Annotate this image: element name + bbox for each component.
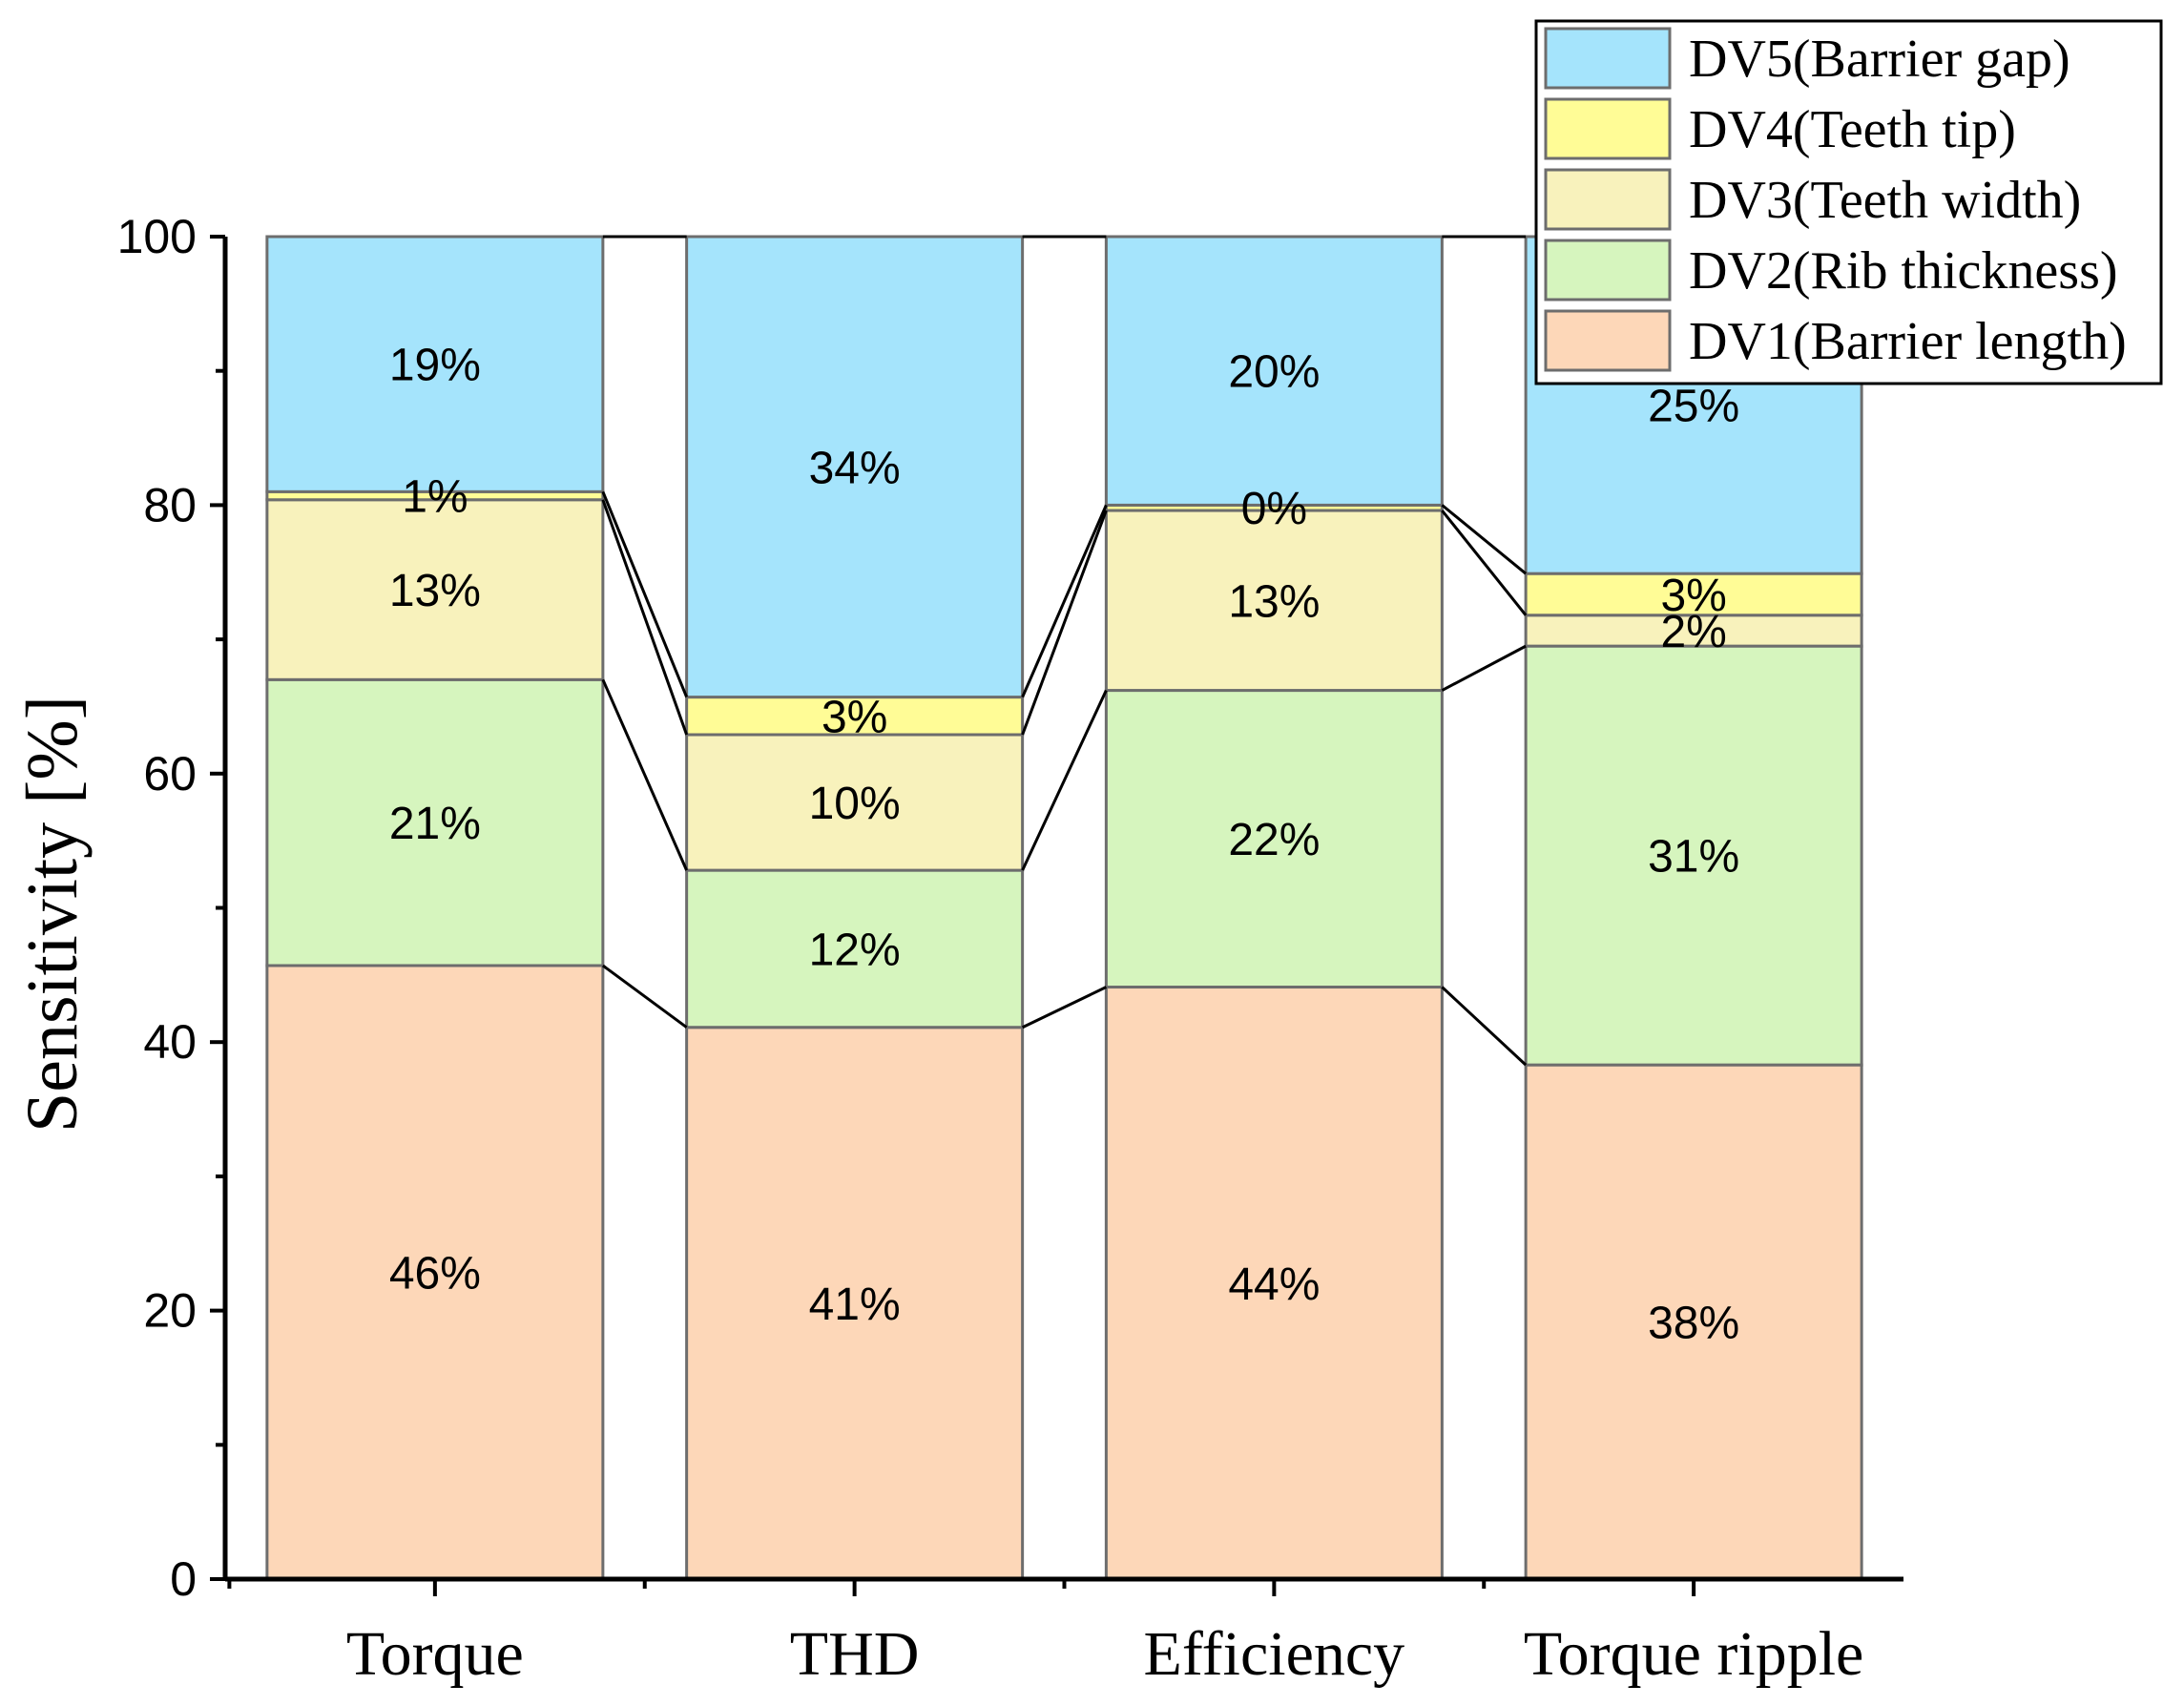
segment-labels-layer: 46% 21% 13% 1% 19% 41% 12% 10% 3% 34% 44% 22% 13% 0% 2… — [389, 341, 1739, 1349]
data-label-efficiency-dv1: 44% — [1228, 1259, 1320, 1310]
y-tick-label: 60 — [143, 747, 197, 801]
axes-layer: 0 20 40 60 80 100 Torque THD Efficiency Torque ri… — [117, 210, 1903, 1689]
connector-line — [1441, 504, 1528, 575]
bar-efficiency-dv3 — [1104, 509, 1444, 693]
bar-torque-dv5 — [265, 235, 605, 493]
bar-thd-dv3 — [685, 733, 1025, 872]
x-category-label: THD — [790, 1619, 920, 1689]
connector-line — [1021, 689, 1108, 871]
data-label-torque-ripple-dv1: 38% — [1648, 1299, 1739, 1349]
data-label-thd-dv2: 12% — [809, 925, 901, 975]
connector-line — [601, 964, 688, 1029]
y-tick-label: 20 — [143, 1284, 197, 1338]
data-label-efficiency-dv2: 22% — [1228, 815, 1320, 865]
connector-line — [1021, 986, 1108, 1030]
bar-thd-dv5 — [685, 235, 1025, 699]
legend: DV5(Barrier gap) DV4(Teeth tip) DV3(Teeth … — [1534, 19, 2163, 385]
data-label-thd-dv4: 3% — [822, 692, 887, 742]
y-tick-label: 100 — [117, 210, 197, 263]
legend-label: DV3(Teeth width) — [1689, 171, 2081, 230]
data-label-torque-dv4: 1% — [402, 472, 468, 523]
bar-torque-ripple-dv2 — [1524, 644, 1863, 1067]
bar-efficiency-dv5 — [1104, 235, 1444, 507]
connector-line — [1441, 986, 1528, 1067]
y-tick-label: 40 — [143, 1015, 197, 1069]
connector-line — [1021, 510, 1108, 736]
legend-swatch — [1544, 239, 1672, 302]
data-label-thd-dv3: 10% — [809, 779, 901, 829]
legend-swatch — [1544, 27, 1672, 90]
x-category-label: Torque ripple — [1524, 1619, 1863, 1689]
legend-swatch — [1544, 168, 1672, 231]
bar-efficiency-dv2 — [1104, 689, 1444, 989]
y-tick-label: 0 — [170, 1552, 197, 1606]
connector-line — [601, 678, 688, 871]
connector-line — [1441, 644, 1527, 692]
data-label-efficiency-dv3: 13% — [1228, 576, 1320, 627]
data-label-torque-dv2: 21% — [389, 799, 481, 849]
connector-line — [1441, 510, 1528, 616]
data-label-thd-dv5: 34% — [809, 443, 901, 493]
data-label-torque-ripple-dv5: 25% — [1648, 382, 1739, 432]
bar-thd-dv4 — [685, 696, 1025, 737]
legend-label: DV5(Barrier gap) — [1689, 30, 2070, 89]
legend-label: DV4(Teeth tip) — [1689, 100, 2016, 159]
data-label-torque-ripple-dv2: 31% — [1648, 832, 1739, 883]
data-label-efficiency-dv4: 0% — [1241, 484, 1307, 534]
connector-line — [1021, 504, 1108, 698]
legend-label: DV2(Rib thickness) — [1689, 241, 2118, 301]
data-label-torque-dv1: 46% — [389, 1249, 481, 1300]
x-category-label: Torque — [346, 1619, 524, 1689]
x-category-label: Efficiency — [1144, 1619, 1405, 1689]
bar-torque-ripple-dv4 — [1524, 572, 1863, 617]
bar-thd-dv2 — [685, 868, 1025, 1030]
bars-layer — [265, 235, 1863, 1581]
y-tick-label: 80 — [143, 478, 197, 531]
y-axis-title: Sensitivity [%] — [12, 696, 93, 1133]
legend-label: DV1(Barrier length) — [1689, 312, 2127, 371]
legend-swatch — [1544, 97, 1672, 160]
data-label-efficiency-dv5: 20% — [1228, 347, 1320, 398]
data-label-thd-dv1: 41% — [809, 1280, 901, 1330]
bar-torque-ripple-dv1 — [1524, 1063, 1863, 1581]
connector-line — [601, 490, 689, 698]
data-label-torque-ripple-dv3: 2% — [1660, 607, 1726, 657]
data-label-torque-ripple-dv4: 3% — [1660, 571, 1726, 621]
bar-torque-dv2 — [265, 677, 605, 967]
connectors-layer — [601, 235, 1528, 1067]
connector-line — [601, 499, 689, 736]
data-label-torque-dv3: 13% — [389, 566, 481, 616]
data-label-torque-dv5: 19% — [389, 341, 481, 391]
legend-swatch — [1544, 309, 1672, 372]
bar-torque-dv1 — [265, 964, 605, 1581]
